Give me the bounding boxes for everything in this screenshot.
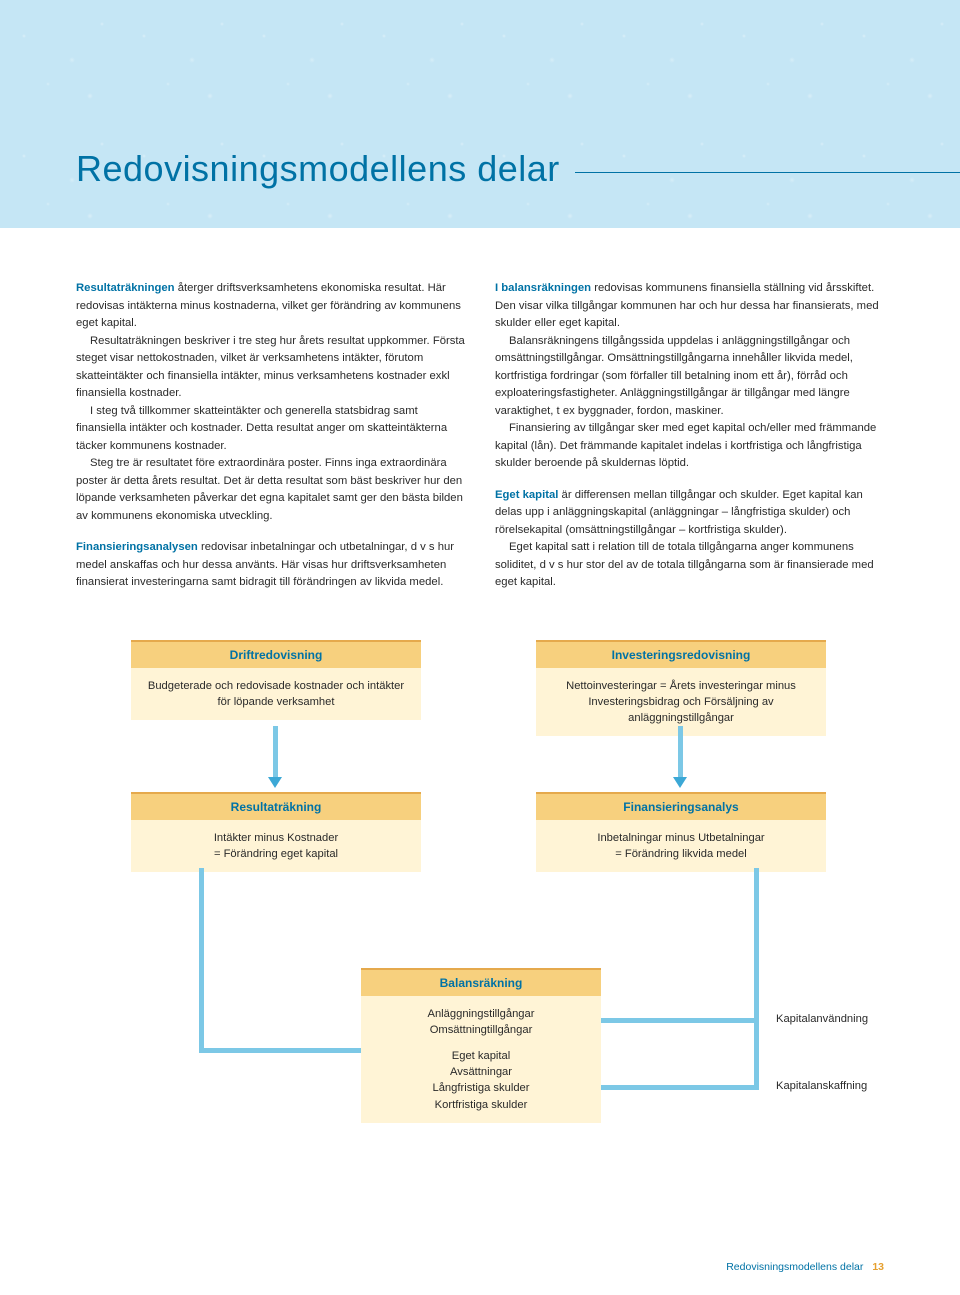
text: Avsättningar	[375, 1064, 587, 1080]
para: I steg två tillkommer skatteintäkter och…	[76, 403, 465, 456]
box-header: Finansieringsanalys	[536, 794, 826, 820]
lead-resultat: Resultaträkningen	[76, 282, 175, 294]
box-resultatrakning: Resultaträkning Intäkter minus Kostnader…	[131, 792, 421, 872]
footer-page-number: 13	[872, 1261, 884, 1273]
connector-line	[754, 868, 759, 1090]
lead-balans: I balansräkningen	[495, 282, 591, 294]
box-driftredovisning: Driftredovisning Budgeterade och redovis…	[131, 640, 421, 720]
para-resultat: Resultaträkningen återger driftsverksamh…	[76, 280, 465, 333]
box-body: Intäkter minus Kostnader = Förändring eg…	[131, 820, 421, 872]
lead-eget: Eget kapital	[495, 489, 558, 501]
page-footer: Redovisningsmodellens delar 13	[726, 1261, 884, 1273]
arrow-down-icon	[678, 726, 683, 778]
lead-finans: Finansieringsanalysen	[76, 541, 198, 553]
text: = Förändring likvida medel	[550, 846, 812, 862]
para-finans: Finansieringsanalysen redovisar inbetaln…	[76, 539, 465, 592]
two-columns: Resultaträkningen återger driftsverksamh…	[76, 280, 884, 592]
page-title: Redovisningsmodellens delar	[76, 148, 560, 190]
box-body: Inbetalningar minus Utbetalningar = Förä…	[536, 820, 826, 872]
text: = Förändring eget kapital	[145, 846, 407, 862]
para: Balansräkningens tillgångssida uppdelas …	[495, 333, 884, 421]
box-header: Driftredovisning	[131, 642, 421, 668]
footer-section: Redovisningsmodellens delar	[726, 1261, 863, 1273]
box-balansrakning: Balansräkning Anläggningstillgångar Omsä…	[361, 968, 601, 1123]
box-header: Investeringsredovisning	[536, 642, 826, 668]
text: Långfristiga skulder	[375, 1080, 587, 1096]
para: Finansiering av tillgångar sker med eget…	[495, 420, 884, 473]
connector-line	[601, 1085, 759, 1090]
label-kapitalanvandning: Kapitalanvändning	[776, 1013, 868, 1025]
content-area: Resultaträkningen återger driftsverksamh…	[0, 228, 960, 1160]
para: Steg tre är resultatet före extraordinär…	[76, 455, 465, 525]
text: Kortfristiga skulder	[375, 1097, 587, 1113]
para: Eget kapital satt i relation till de tot…	[495, 539, 884, 592]
text: Intäkter minus Kostnader	[145, 830, 407, 846]
text: Omsättningtillgångar	[375, 1022, 587, 1038]
connector-line	[199, 1048, 361, 1053]
label-kapitalanskaffning: Kapitalanskaffning	[776, 1080, 867, 1092]
box-finansieringsanalys: Finansieringsanalys Inbetalningar minus …	[536, 792, 826, 872]
box-body: Anläggningstillgångar Omsättningtillgång…	[361, 996, 601, 1123]
connector-line	[601, 1018, 759, 1023]
box-body: Budgeterade och redovisade kostnader och…	[131, 668, 421, 720]
arrow-down-icon	[273, 726, 278, 778]
text: Inbetalningar minus Utbetalningar	[550, 830, 812, 846]
box-header: Resultaträkning	[131, 794, 421, 820]
connector-line	[199, 868, 204, 1053]
left-column: Resultaträkningen återger driftsverksamh…	[76, 280, 465, 592]
right-column: I balansräkningen redovisas kommunens fi…	[495, 280, 884, 592]
para-balans: I balansräkningen redovisas kommunens fi…	[495, 280, 884, 333]
model-diagram: Driftredovisning Budgeterade och redovis…	[76, 640, 884, 1160]
para: Resultaträkningen beskriver i tre steg h…	[76, 333, 465, 403]
text: Eget kapital	[375, 1048, 587, 1064]
box-header: Balansräkning	[361, 970, 601, 996]
text: Anläggningstillgångar	[375, 1006, 587, 1022]
header-background: Redovisningsmodellens delar	[0, 0, 960, 228]
para-eget: Eget kapital är differensen mellan tillg…	[495, 487, 884, 540]
box-investeringsredovisning: Investeringsredovisning Nettoinvestering…	[536, 640, 826, 737]
title-rule	[575, 172, 960, 173]
